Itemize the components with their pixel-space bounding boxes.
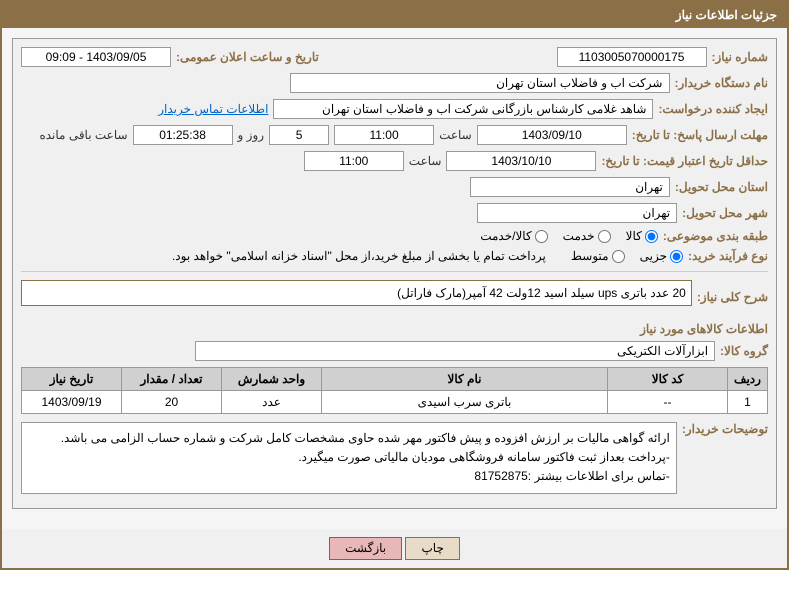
countdown-value: 01:25:38	[133, 125, 233, 145]
summary-label: شرح کلی نیاز:	[697, 290, 768, 304]
main-panel: جزئیات اطلاعات نیاز شماره نیاز: 11030050…	[0, 0, 789, 570]
contact-link[interactable]: اطلاعات تماس خریدار	[158, 102, 268, 116]
category-label: طبقه بندی موضوعی:	[663, 229, 768, 243]
need-number-value: 1103005070000175	[557, 47, 707, 67]
th-unit: واحد شمارش	[222, 368, 322, 391]
radio-service-input[interactable]	[598, 230, 611, 243]
buyer-org-label: نام دستگاه خریدار:	[675, 76, 769, 90]
th-qty: تعداد / مقدار	[122, 368, 222, 391]
remaining-label: ساعت باقی مانده	[39, 128, 127, 142]
td-name: باتری سرب اسیدی	[322, 391, 608, 414]
table-row: 1 -- باتری سرب اسیدی عدد 20 1403/09/19	[22, 391, 768, 414]
details-fieldset: شماره نیاز: 1103005070000175 تاریخ و ساع…	[12, 38, 777, 509]
validity-date: 1403/10/10	[446, 151, 596, 171]
th-row: ردیف	[728, 368, 768, 391]
button-row: چاپ بازگشت	[2, 529, 787, 568]
panel-title: جزئیات اطلاعات نیاز	[2, 2, 787, 28]
buyer-notes-label: توضیحات خریدار:	[682, 422, 768, 436]
print-button[interactable]: چاپ	[405, 537, 459, 560]
td-row: 1	[728, 391, 768, 414]
city-value: تهران	[477, 203, 677, 223]
payment-note: پرداخت تمام یا بخشی از مبلغ خرید،از محل …	[172, 249, 546, 263]
buyer-org-value: شرکت اب و فاضلاب استان تهران	[290, 73, 670, 93]
radio-service[interactable]: خدمت	[563, 229, 611, 243]
radio-both[interactable]: کالا/خدمت	[480, 229, 547, 243]
th-date: تاریخ نیاز	[22, 368, 122, 391]
requester-label: ایجاد کننده درخواست:	[658, 102, 768, 116]
need-number-label: شماره نیاز:	[712, 50, 768, 64]
category-radio-group: کالا خدمت کالا/خدمت	[480, 229, 658, 243]
th-code: کد کالا	[608, 368, 728, 391]
goods-table: ردیف کد کالا نام کالا واحد شمارش تعداد /…	[21, 367, 768, 414]
radio-small-input[interactable]	[670, 250, 683, 263]
radio-medium[interactable]: متوسط	[571, 249, 625, 263]
summary-text: 20 عدد باتری ups سیلد اسید 12ولت 42 آمپر…	[21, 280, 692, 306]
radio-small[interactable]: جزیی	[640, 249, 683, 263]
group-label: گروه کالا:	[720, 344, 768, 358]
radio-goods[interactable]: کالا	[626, 229, 658, 243]
days-value: 5	[269, 125, 329, 145]
announce-date-value: 1403/09/05 - 09:09	[21, 47, 171, 67]
time-label-2: ساعت	[409, 154, 442, 168]
goods-info-title: اطلاعات کالاهای مورد نیاز	[21, 322, 768, 336]
buyer-notes-text: ارائه گواهی مالیات بر ارزش افزوده و پیش …	[21, 422, 677, 494]
validity-time: 11:00	[304, 151, 404, 171]
deadline-label: مهلت ارسال پاسخ: تا تاریخ:	[632, 128, 768, 142]
radio-both-input[interactable]	[535, 230, 548, 243]
th-name: نام کالا	[322, 368, 608, 391]
td-code: --	[608, 391, 728, 414]
back-button[interactable]: بازگشت	[329, 537, 402, 560]
td-unit: عدد	[222, 391, 322, 414]
radio-medium-input[interactable]	[612, 250, 625, 263]
province-label: استان محل تحویل:	[675, 180, 768, 194]
process-label: نوع فرآیند خرید:	[688, 249, 768, 263]
table-header-row: ردیف کد کالا نام کالا واحد شمارش تعداد /…	[22, 368, 768, 391]
deadline-date: 1403/09/10	[477, 125, 627, 145]
group-value: ابزارآلات الکتریکی	[195, 341, 715, 361]
city-label: شهر محل تحویل:	[682, 206, 768, 220]
time-label-1: ساعت	[439, 128, 472, 142]
process-radio-group: جزیی متوسط	[571, 249, 683, 263]
content-area: شماره نیاز: 1103005070000175 تاریخ و ساع…	[2, 28, 787, 529]
td-qty: 20	[122, 391, 222, 414]
requester-value: شاهد غلامی کارشناس بازرگانی شرکت اب و فا…	[273, 99, 653, 119]
days-label: روز و	[238, 128, 265, 142]
validity-label: حداقل تاریخ اعتبار قیمت: تا تاریخ:	[601, 154, 768, 168]
td-date: 1403/09/19	[22, 391, 122, 414]
province-value: تهران	[470, 177, 670, 197]
announce-date-label: تاریخ و ساعت اعلان عمومی:	[176, 50, 319, 64]
deadline-time: 11:00	[334, 125, 434, 145]
radio-goods-input[interactable]	[645, 230, 658, 243]
